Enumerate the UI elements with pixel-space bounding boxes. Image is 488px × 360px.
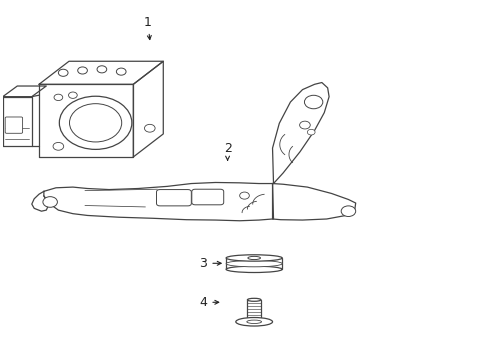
Circle shape	[58, 69, 68, 76]
Circle shape	[53, 143, 63, 150]
Circle shape	[78, 67, 87, 74]
FancyBboxPatch shape	[156, 190, 191, 206]
Ellipse shape	[247, 256, 260, 260]
Polygon shape	[3, 96, 32, 146]
Circle shape	[116, 68, 126, 75]
Ellipse shape	[235, 318, 272, 326]
Circle shape	[144, 124, 155, 132]
Text: 2: 2	[223, 141, 231, 161]
Text: 4: 4	[199, 296, 218, 309]
Circle shape	[239, 192, 249, 199]
Ellipse shape	[247, 298, 261, 301]
Ellipse shape	[225, 255, 282, 261]
Polygon shape	[44, 183, 273, 221]
Text: 1: 1	[143, 16, 151, 40]
Polygon shape	[133, 61, 163, 157]
Polygon shape	[39, 61, 163, 84]
Circle shape	[307, 129, 314, 135]
Ellipse shape	[246, 320, 261, 324]
Circle shape	[43, 197, 57, 207]
Circle shape	[97, 66, 106, 73]
Ellipse shape	[225, 260, 282, 267]
Circle shape	[68, 92, 77, 98]
Circle shape	[69, 104, 122, 142]
Polygon shape	[272, 82, 328, 184]
FancyBboxPatch shape	[5, 117, 22, 133]
Ellipse shape	[225, 266, 282, 273]
Circle shape	[299, 121, 309, 129]
Circle shape	[59, 96, 132, 149]
Circle shape	[304, 95, 322, 109]
Polygon shape	[39, 84, 133, 157]
Circle shape	[54, 94, 62, 100]
Polygon shape	[3, 86, 46, 96]
FancyBboxPatch shape	[191, 189, 223, 205]
Circle shape	[341, 206, 355, 216]
Text: 3: 3	[199, 257, 221, 270]
Polygon shape	[272, 184, 355, 220]
